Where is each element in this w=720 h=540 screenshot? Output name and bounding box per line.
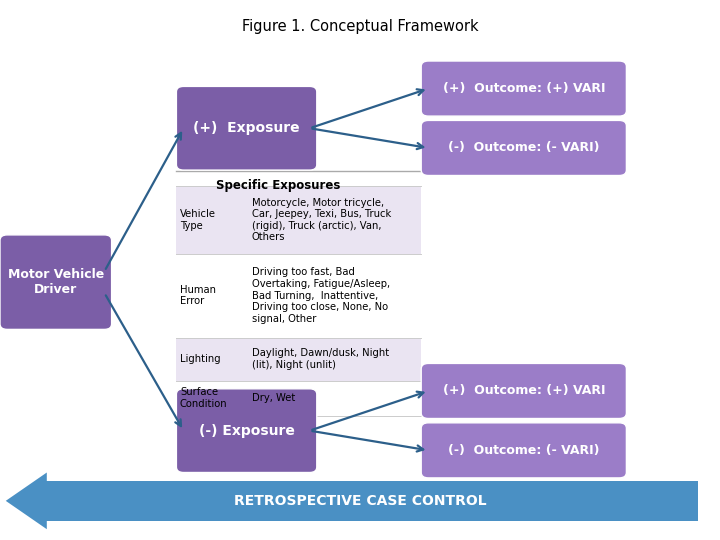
Text: Figure 1. Conceptual Framework: Figure 1. Conceptual Framework: [242, 19, 478, 34]
Text: Daylight, Dawn/dusk, Night
(lit), Night (unlit): Daylight, Dawn/dusk, Night (lit), Night …: [252, 348, 389, 370]
FancyBboxPatch shape: [421, 363, 626, 418]
Polygon shape: [6, 472, 47, 529]
Text: Surface
Condition: Surface Condition: [180, 388, 228, 409]
FancyBboxPatch shape: [176, 389, 317, 472]
Text: Motorcycle, Motor tricycle,
Car, Jeepey, Texi, Bus, Truck
(rigid), Truck (arctic: Motorcycle, Motor tricycle, Car, Jeepey,…: [252, 198, 391, 242]
Text: (-)  Outcome: (- VARI): (-) Outcome: (- VARI): [448, 444, 600, 457]
FancyBboxPatch shape: [421, 120, 626, 176]
Text: Lighting: Lighting: [180, 354, 220, 364]
Text: Specific Exposures: Specific Exposures: [216, 179, 341, 192]
FancyBboxPatch shape: [40, 481, 698, 521]
Text: Dry, Wet: Dry, Wet: [252, 393, 295, 403]
Text: Human
Error: Human Error: [180, 285, 216, 307]
FancyBboxPatch shape: [176, 86, 317, 170]
FancyBboxPatch shape: [421, 61, 626, 116]
Text: (-)  Outcome: (- VARI): (-) Outcome: (- VARI): [448, 141, 600, 154]
Text: (+)  Exposure: (+) Exposure: [193, 122, 300, 135]
FancyBboxPatch shape: [176, 338, 421, 381]
FancyBboxPatch shape: [176, 186, 421, 254]
FancyBboxPatch shape: [0, 235, 112, 329]
Text: (+)  Outcome: (+) VARI: (+) Outcome: (+) VARI: [443, 82, 605, 95]
Text: Vehicle
Type: Vehicle Type: [180, 209, 216, 231]
Text: Driving too fast, Bad
Overtaking, Fatigue/Asleep,
Bad Turning,  Inattentive,
Dri: Driving too fast, Bad Overtaking, Fatigu…: [252, 267, 390, 324]
FancyBboxPatch shape: [421, 423, 626, 478]
Text: (+)  Outcome: (+) VARI: (+) Outcome: (+) VARI: [443, 384, 605, 397]
Text: Motor Vehicle
Driver: Motor Vehicle Driver: [8, 268, 104, 296]
Text: (-) Exposure: (-) Exposure: [199, 424, 294, 437]
Text: RETROSPECTIVE CASE CONTROL: RETROSPECTIVE CASE CONTROL: [234, 494, 486, 508]
